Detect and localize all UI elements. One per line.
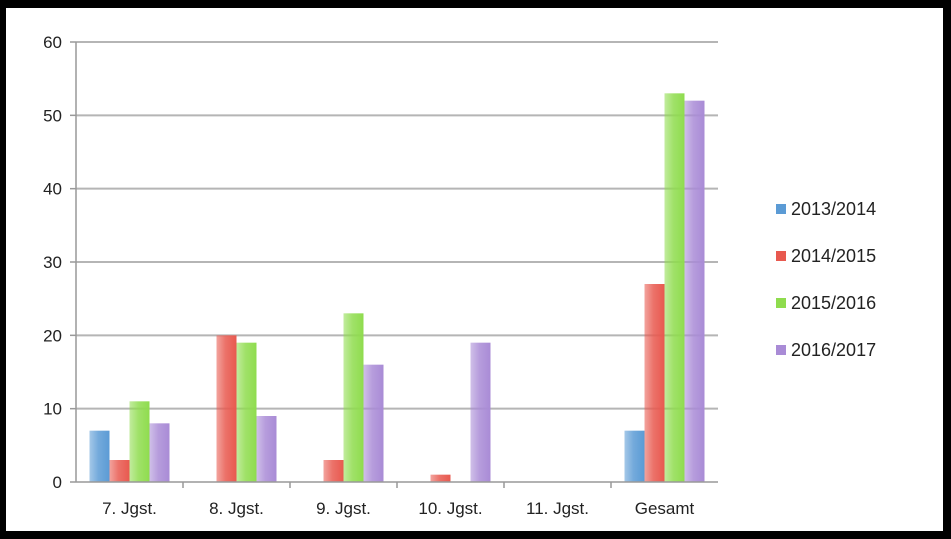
- x-tick-label: 7. Jgst.: [102, 499, 157, 518]
- legend-label: 2014/2015: [791, 246, 876, 266]
- bar-2014-2015-1: [216, 335, 237, 482]
- legend-swatch: [776, 204, 786, 214]
- y-tick-label: 30: [43, 253, 62, 272]
- legend: 2013/2014 2014/2015 2015/2016 2016/2017: [776, 199, 876, 360]
- gridlines: [76, 41, 718, 410]
- bar-2014-2015-0: [109, 460, 130, 482]
- legend-label: 2015/2016: [791, 293, 876, 313]
- chart-frame: 0 10 20 30 40 50 60 7. Jgst. 8. Jgst. 9. Jgst. 10…: [6, 8, 943, 531]
- bar-2015-2016-2: [343, 313, 364, 482]
- y-tick-label: 20: [43, 326, 62, 345]
- legend-swatch: [776, 298, 786, 308]
- bar-2015-2016-0: [129, 401, 150, 482]
- x-tick-label: 9. Jgst.: [316, 499, 371, 518]
- y-tick-label: 0: [53, 473, 62, 492]
- y-tick-label: 10: [43, 400, 62, 419]
- x-tick-label: 10. Jgst.: [418, 499, 482, 518]
- y-tick-label: 60: [43, 33, 62, 52]
- y-tick-label: 40: [43, 180, 62, 199]
- legend-swatch: [776, 251, 786, 261]
- x-tick-label: 8. Jgst.: [209, 499, 264, 518]
- bar-2013-2014-0: [89, 430, 110, 482]
- legend-label: 2016/2017: [791, 340, 876, 360]
- bars: [89, 93, 705, 483]
- bar-2014-2015-2: [323, 460, 344, 482]
- bar-2016-2017-5: [684, 100, 705, 483]
- bar-2015-2016-1: [236, 342, 257, 482]
- x-tick-label: 11. Jgst.: [526, 499, 589, 518]
- bar-2016-2017-0: [149, 423, 170, 482]
- bar-2016-2017-2: [363, 364, 384, 482]
- y-tick-label: 50: [43, 106, 62, 125]
- bar-2014-2015-5: [644, 284, 665, 482]
- x-tick-label: Gesamt: [635, 499, 695, 518]
- bar-2014-2015-3: [430, 474, 451, 482]
- bar-2016-2017-1: [256, 416, 277, 482]
- bar-2016-2017-3: [470, 342, 491, 482]
- bar-chart: 0 10 20 30 40 50 60 7. Jgst. 8. Jgst. 9. Jgst. 10…: [43, 33, 876, 518]
- axes: [70, 41, 718, 488]
- bar-2013-2014-5: [624, 430, 645, 482]
- x-tick-labels: 7. Jgst. 8. Jgst. 9. Jgst. 10. Jgst. 11. Jgs…: [102, 499, 694, 518]
- bar-2015-2016-5: [664, 93, 685, 482]
- y-tick-labels: 0 10 20 30 40 50 60: [43, 33, 62, 492]
- legend-label: 2013/2014: [791, 199, 876, 219]
- legend-swatch: [776, 345, 786, 355]
